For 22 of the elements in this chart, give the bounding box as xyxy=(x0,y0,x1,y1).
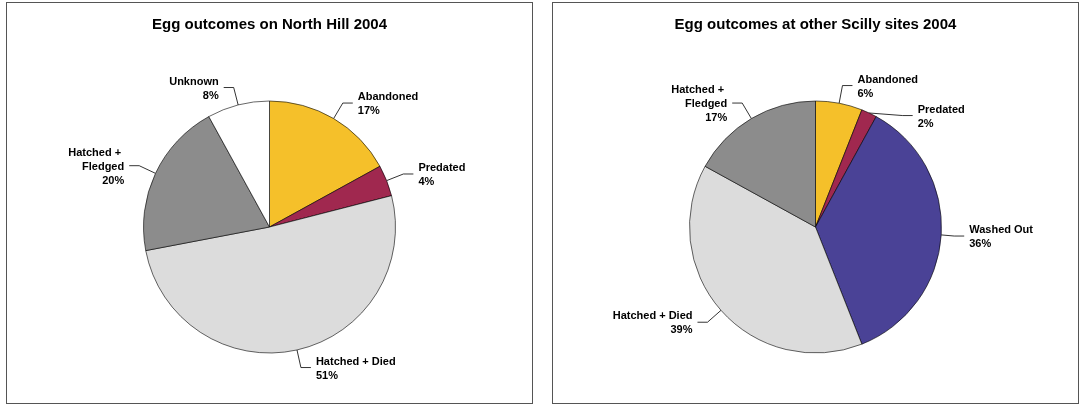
data-label: 17% xyxy=(357,104,381,117)
data-label: 6% xyxy=(857,86,874,99)
slice-label: Hatched + Fledged xyxy=(671,83,728,110)
slice-label: Washed Out xyxy=(969,223,1034,236)
data-label: 36% xyxy=(969,237,992,250)
chart-title: Egg outcomes at other Scilly sites 2004 xyxy=(674,15,958,32)
slice-label: Hatched + Fledged xyxy=(68,145,125,172)
data-label: 2% xyxy=(917,116,934,129)
data-label: 20% xyxy=(102,173,125,186)
slice-label: Hatched + Died xyxy=(612,309,693,322)
data-label: 17% xyxy=(705,111,728,124)
data-label: 51% xyxy=(315,368,339,381)
data-label: 8% xyxy=(202,88,219,101)
data-label: 4% xyxy=(418,174,435,187)
slice-label: Predated xyxy=(917,102,965,115)
slice-label: Hatched + Died xyxy=(315,354,396,367)
slice-label: Predated xyxy=(418,160,466,173)
chart-title: Egg outcomes on North Hill 2004 xyxy=(151,15,388,32)
data-label: 39% xyxy=(670,323,693,336)
slice-label: Unknown xyxy=(169,74,219,87)
slice-label: Abandoned xyxy=(857,72,918,85)
slice-label: Abandoned xyxy=(357,90,419,103)
